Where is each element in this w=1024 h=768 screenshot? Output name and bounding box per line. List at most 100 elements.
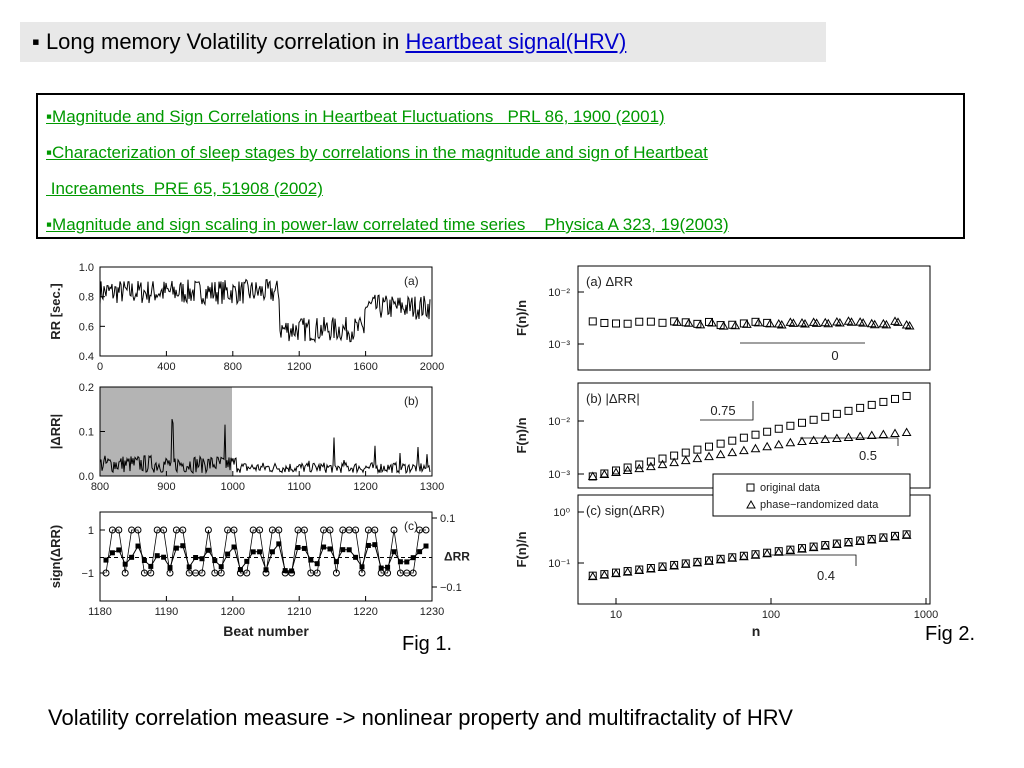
x-tick-label: 1200 <box>221 606 245 618</box>
sign-line <box>105 529 426 574</box>
randomized-point <box>692 453 703 463</box>
randomized-point <box>750 550 761 559</box>
randomized-point <box>622 465 633 475</box>
y-tick-label: 1 <box>88 525 94 537</box>
randomized-point <box>599 570 610 579</box>
original-point <box>635 460 644 469</box>
original-point <box>867 400 876 409</box>
original-point <box>751 430 760 439</box>
randomized-point <box>901 530 912 539</box>
trace <box>99 418 431 475</box>
original-point <box>658 318 667 327</box>
x-tick-label: 1000 <box>914 609 938 621</box>
y-label: |ΔRR| <box>48 414 63 449</box>
x-tick-label: 1230 <box>420 606 444 618</box>
randomized-point <box>646 461 656 471</box>
randomized-point <box>762 441 772 451</box>
original-point <box>693 445 702 454</box>
original-point <box>774 424 783 433</box>
randomized-point <box>797 436 807 445</box>
randomized-point <box>715 554 726 564</box>
randomized-point <box>683 318 694 327</box>
randomized-point <box>901 427 912 437</box>
reference-line[interactable]: ▪Characterization of sleep stages by cor… <box>46 143 708 162</box>
randomized-point <box>646 564 656 573</box>
randomized-point <box>773 547 784 556</box>
original-point <box>821 412 830 421</box>
reference-line[interactable]: Increaments PRE 65, 51908 (2002) <box>46 179 323 198</box>
randomized-point <box>835 317 845 327</box>
randomized-point <box>855 431 865 441</box>
rr-line <box>105 542 427 572</box>
original-point <box>798 418 806 427</box>
title-link[interactable]: Heartbeat signal(HRV) <box>405 29 627 54</box>
x-tick-label: 900 <box>157 481 175 493</box>
y-tick-label: 10⁻² <box>548 416 570 428</box>
x-label: Beat number <box>223 623 309 639</box>
y-tick-label: 0.1 <box>79 427 94 439</box>
references: ▪Magnitude and Sign Correlations in Hear… <box>36 93 965 239</box>
randomized-point <box>823 318 834 328</box>
original-point <box>844 406 853 415</box>
original-point <box>832 409 841 418</box>
annotation: 0.4 <box>817 568 835 583</box>
randomized-point <box>878 533 889 542</box>
x-tick-label: 1200 <box>353 481 377 493</box>
original-point <box>856 403 865 412</box>
reference-line[interactable]: ▪Magnitude and Sign Correlations in Hear… <box>46 107 665 126</box>
x-tick-label: 100 <box>762 609 780 621</box>
y-label: RR [sec.] <box>48 283 63 339</box>
x-tick-label: 1000 <box>221 481 245 493</box>
x-tick-label: 1220 <box>353 606 377 618</box>
original-point <box>705 442 713 451</box>
randomized-point <box>718 321 729 330</box>
randomized-point <box>634 565 645 575</box>
y-tick-label: 10⁻¹ <box>548 558 570 570</box>
randomized-point <box>715 449 726 459</box>
randomized-point <box>672 317 682 326</box>
y-label: F(n)/n <box>514 417 529 453</box>
randomized-point <box>800 318 810 328</box>
randomized-point <box>727 447 738 457</box>
original-point <box>786 421 795 430</box>
y-tick-label: 1.0 <box>79 262 94 274</box>
reference-line[interactable]: ▪Magnitude and sign scaling in power-law… <box>46 215 729 234</box>
y-label: F(n)/n <box>514 531 529 567</box>
original-point <box>635 317 644 326</box>
legend-label: original data <box>760 482 821 494</box>
original-point <box>600 318 609 327</box>
randomized-point <box>680 559 691 568</box>
y-tick-label: 10⁰ <box>553 507 570 519</box>
randomized-point <box>773 439 784 449</box>
randomized-point <box>785 437 796 447</box>
y-tick-label: 0.8 <box>79 292 94 304</box>
randomized-point <box>622 567 633 576</box>
plot-frame <box>99 511 433 602</box>
randomized-point <box>820 541 831 550</box>
bullet: ▪ <box>32 29 40 54</box>
annotation: 0 <box>831 348 838 363</box>
panel-tag: (c) <box>404 519 418 533</box>
annotation: 0.75 <box>710 403 735 418</box>
randomized-point <box>820 434 831 443</box>
trace <box>99 278 431 344</box>
x-tick-label: 2000 <box>420 361 444 373</box>
randomized-point <box>878 429 889 439</box>
randomized-point <box>811 318 822 327</box>
randomized-point <box>739 445 749 455</box>
randomized-point <box>750 443 761 453</box>
randomized-point <box>704 556 714 565</box>
x-tick-label: 0 <box>97 361 103 373</box>
randomized-point <box>739 551 749 561</box>
randomized-point <box>695 319 706 329</box>
panel-tag: (c) sign(ΔRR) <box>586 503 665 518</box>
y-tick-label: 0.2 <box>79 382 94 394</box>
annotation: 0.5 <box>859 448 877 463</box>
randomized-point <box>611 568 621 578</box>
randomized-point <box>657 459 668 469</box>
randomized-point <box>866 534 877 544</box>
randomized-point <box>587 571 598 581</box>
randomized-point <box>843 538 854 547</box>
randomized-point <box>855 536 865 545</box>
x-tick-label: 1210 <box>287 606 311 618</box>
